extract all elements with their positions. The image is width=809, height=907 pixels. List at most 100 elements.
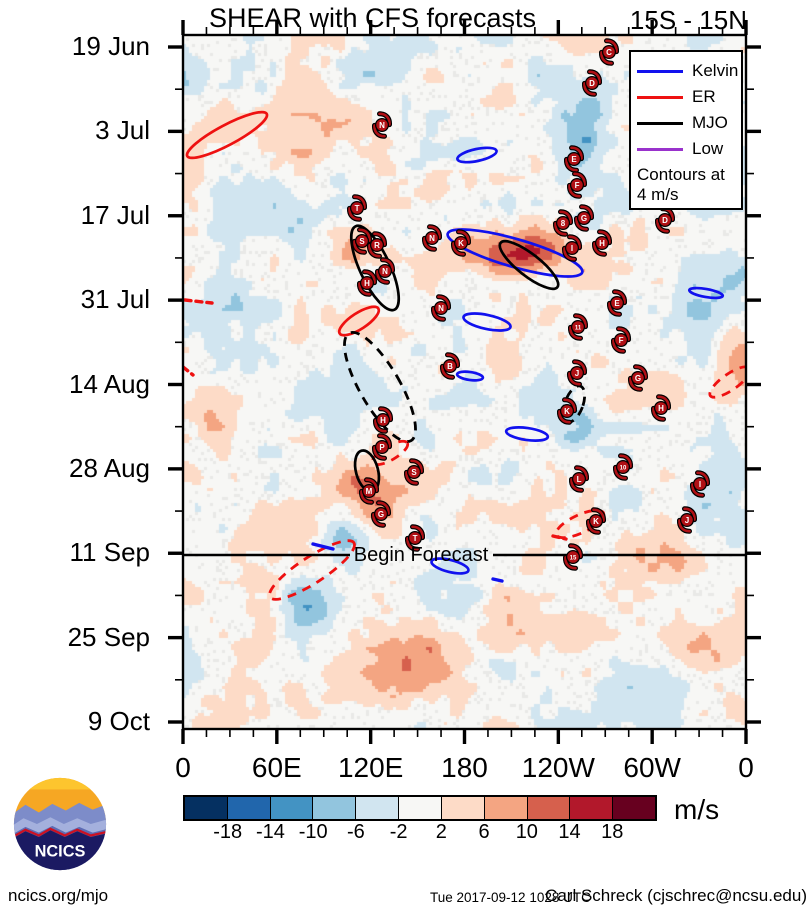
svg-text:F: F <box>619 336 624 345</box>
svg-text:8: 8 <box>561 219 566 228</box>
colorbar-cell <box>226 797 270 819</box>
logo-sky-top <box>13 777 107 790</box>
cyclone-symbol-E: E <box>563 145 585 173</box>
y-tick-label: 17 Jul <box>80 199 150 230</box>
cyclone-symbol-H: H <box>650 394 672 422</box>
logo-navy-base <box>13 830 107 871</box>
footer-website: ncics.org/mjo <box>8 886 109 905</box>
hovmoller-plot-area: N T C D E F G 8 D H S R N H N K I N E 11 F B J G H K H P S L 10 M I G K J T 1… <box>183 35 746 729</box>
svg-text:B: B <box>447 362 453 371</box>
x-tick-label: 60W <box>623 752 681 783</box>
legend-entry: ER <box>637 84 737 110</box>
y-tick-label: 31 Jul <box>80 284 150 315</box>
legend-entry-label: ER <box>692 87 716 106</box>
colorbar-tick-label: -6 <box>347 821 365 843</box>
cyclone-symbol-J: J <box>566 359 588 387</box>
svg-text:I: I <box>699 480 701 489</box>
svg-text:L: L <box>577 475 582 484</box>
legend-entry-label: MJO <box>692 113 728 132</box>
svg-text:11: 11 <box>575 325 582 331</box>
colorbar-tick-label: 10 <box>515 821 538 843</box>
footer-credit: Carl Schreck (cjschrec@ncsu.edu) <box>545 886 807 905</box>
begin-forecast-label: Begin Forecast <box>353 544 489 566</box>
legend-line-swatch <box>637 121 683 125</box>
colorbar-tick-label: 2 <box>435 821 447 843</box>
svg-text:H: H <box>364 279 370 288</box>
y-tick-label: 11 Sep <box>69 537 150 568</box>
svg-text:F: F <box>575 181 580 190</box>
x-tick-label: 0 <box>175 752 191 783</box>
svg-text:S: S <box>359 237 365 246</box>
colorbar-units-label: m/s <box>674 794 720 825</box>
colorbar <box>183 795 657 821</box>
kelvin-wave-contour <box>455 370 485 382</box>
cyclone-symbol-G: G <box>573 204 595 232</box>
kelvin-wave-contour <box>456 146 498 164</box>
legend-entry: Low <box>637 136 737 162</box>
svg-text:J: J <box>685 516 689 525</box>
cyclone-symbol-T: T <box>346 194 368 222</box>
legend-box: Kelvin ER MJO Low Contours at 4 m/s <box>629 50 743 211</box>
cyclone-symbol-D: D <box>581 69 603 97</box>
er-wave-mark <box>183 365 195 377</box>
svg-text:N: N <box>379 121 385 130</box>
svg-text:S: S <box>411 468 417 477</box>
cyclone-symbol-I: I <box>689 470 711 498</box>
legend-entry-label: Low <box>692 139 724 158</box>
svg-text:H: H <box>599 239 605 248</box>
svg-text:N: N <box>382 267 388 276</box>
er-wave-contour <box>708 365 746 399</box>
legend-line-swatch <box>637 69 683 73</box>
cyclone-symbol-15: 15 <box>562 543 584 571</box>
legend-entries: Kelvin ER MJO Low <box>637 58 738 162</box>
page-title: SHEAR with CFS forecasts <box>208 3 537 33</box>
latitude-range-label: 15S - 15N <box>629 5 747 35</box>
x-tick-label: 180 <box>441 752 488 783</box>
svg-text:10: 10 <box>620 465 627 471</box>
cyclone-symbol-L: L <box>568 465 590 493</box>
cyclone-symbol-B: B <box>439 352 461 380</box>
cyclone-symbol-F: F <box>566 171 588 199</box>
kelvin-wave-mark <box>491 577 504 583</box>
svg-text:E: E <box>614 299 620 308</box>
svg-text:G: G <box>635 374 641 383</box>
kelvin-wave-contour <box>687 286 725 300</box>
cyclone-symbol-E: E <box>606 289 628 317</box>
svg-text:J: J <box>575 369 579 378</box>
cyclone-symbol-D: D <box>654 206 676 234</box>
y-tick-label: 3 Jul <box>95 115 150 146</box>
cyclone-symbol-10: 10 <box>612 453 634 481</box>
cyclone-symbol-F: F <box>610 326 632 354</box>
colorbar-tick-label: 6 <box>478 821 490 843</box>
svg-text:H: H <box>658 404 664 413</box>
legend-line-swatch <box>637 147 683 151</box>
svg-text:T: T <box>413 534 418 543</box>
colorbar-cell <box>483 797 527 819</box>
y-tick-label: 9 Oct <box>87 706 150 736</box>
colorbar-tick-label: -18 <box>213 821 243 843</box>
logo-red-ridge-line <box>13 827 107 839</box>
x-tick-label: 60E <box>251 752 302 783</box>
x-tick-label: 0 <box>738 752 754 783</box>
kelvin-wave-mark <box>311 542 335 551</box>
cyclone-symbol-H: H <box>591 229 613 257</box>
logo-text: NCICS <box>35 843 86 861</box>
cyclone-symbol-S: S <box>403 458 425 486</box>
ncics-logo: NCICS <box>13 777 107 871</box>
colorbar-cell <box>526 797 570 819</box>
svg-text:I: I <box>571 244 573 253</box>
cyclone-symbol-11: 11 <box>567 313 589 341</box>
cyclone-symbol-N: N <box>430 294 452 322</box>
cyclone-symbol-G: G <box>627 364 649 392</box>
y-tick-label: 14 Aug <box>69 368 150 399</box>
svg-text:N: N <box>438 304 444 313</box>
footer-timestamp: Tue 2017-09-12 1028 UTC <box>430 890 591 905</box>
svg-text:H: H <box>380 416 386 425</box>
colorbar-cell <box>355 797 399 819</box>
colorbar-tick-label: -14 <box>256 821 285 843</box>
svg-text:G: G <box>378 510 384 519</box>
cyclone-symbol-G: G <box>370 500 392 528</box>
svg-text:D: D <box>662 216 668 225</box>
svg-text:M: M <box>366 487 373 496</box>
